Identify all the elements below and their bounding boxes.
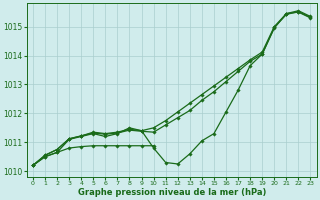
X-axis label: Graphe pression niveau de la mer (hPa): Graphe pression niveau de la mer (hPa) <box>77 188 266 197</box>
